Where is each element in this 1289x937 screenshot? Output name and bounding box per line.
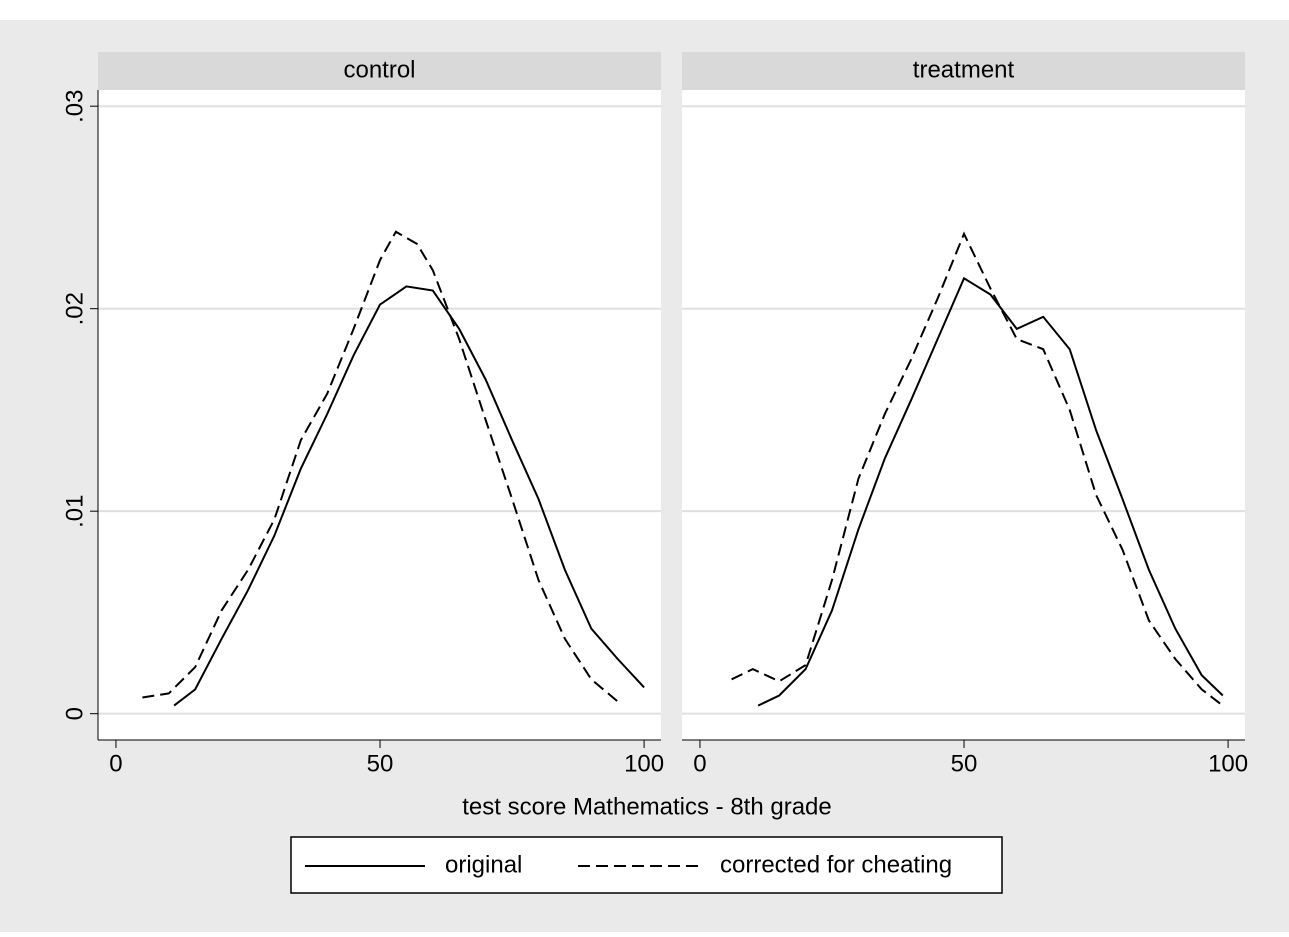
legend-label: original	[445, 851, 522, 878]
y-tick-label: .02	[61, 292, 88, 325]
plot-area	[98, 90, 661, 740]
x-tick-label: 0	[109, 750, 122, 777]
legend-label: corrected for cheating	[720, 851, 952, 878]
y-tick-label: 0	[61, 707, 88, 720]
panel-header	[98, 52, 661, 90]
x-tick-label: 100	[1208, 750, 1248, 777]
y-tick-label: .01	[61, 494, 88, 527]
density-line	[731, 231, 1224, 707]
panel-header	[682, 52, 1245, 90]
density-line	[142, 230, 619, 703]
panel-title: control	[343, 56, 415, 83]
panel-title: treatment	[913, 56, 1015, 83]
x-tick-label: 0	[693, 750, 706, 777]
x-tick-label: 50	[951, 750, 978, 777]
x-tick-label: 100	[624, 750, 664, 777]
density-line	[757, 276, 1224, 707]
x-tick-label: 50	[367, 750, 394, 777]
x-axis-label: test score Mathematics - 8th grade	[462, 793, 832, 820]
density-line	[173, 285, 645, 707]
plot-area	[682, 90, 1245, 740]
y-tick-label: .03	[61, 90, 88, 123]
